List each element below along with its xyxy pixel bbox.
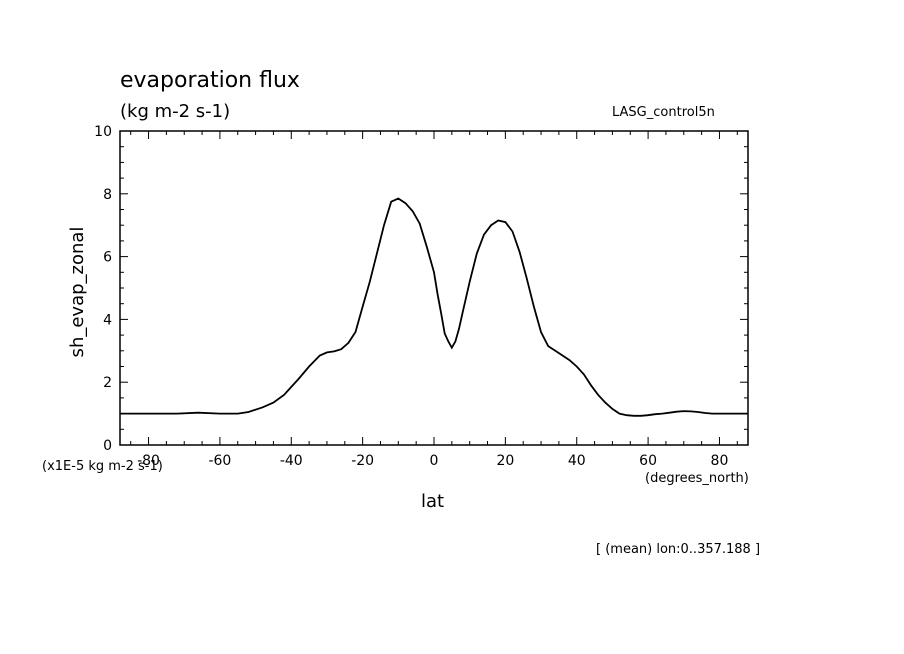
tick-labels: -80 -60 -40 -20 0 20 40 60 80 0 2 4 6 8 10 <box>94 124 728 469</box>
x-tick-label: 80 <box>711 453 729 469</box>
dataset-label: LASG_control5n <box>612 105 715 120</box>
footer-note: [ (mean) lon:0..357.188 ] <box>596 542 761 557</box>
y-tick-label: 0 <box>103 438 112 454</box>
tick-marks <box>120 130 748 446</box>
y-tick-label: 8 <box>103 187 112 203</box>
y-tick-label: 4 <box>103 312 112 328</box>
chart-title: evaporation flux <box>120 68 300 93</box>
chart-subtitle: (kg m-2 s-1) <box>120 101 231 122</box>
x-tick-label: -60 <box>208 453 231 469</box>
x-tick-label: 40 <box>568 453 586 469</box>
series-line <box>120 197 748 417</box>
x-units-label: (degrees_north) <box>645 471 749 486</box>
y-tick-label: 10 <box>94 124 112 140</box>
y-axis-label: sh_evap_zonal <box>67 226 88 358</box>
x-tick-label: -40 <box>280 453 303 469</box>
x-tick-label: 60 <box>639 453 657 469</box>
x-tick-label: 20 <box>496 453 514 469</box>
x-tick-label: -20 <box>351 453 374 469</box>
x-axis-label: lat <box>421 491 445 512</box>
plot-frame <box>119 130 749 446</box>
y-scale-label: (x1E-5 kg m-2 s-1) <box>42 459 163 474</box>
y-tick-label: 6 <box>103 250 112 266</box>
y-tick-label: 2 <box>103 375 112 391</box>
x-tick-label: 0 <box>430 453 439 469</box>
x-tick-label: -80 <box>137 453 160 469</box>
